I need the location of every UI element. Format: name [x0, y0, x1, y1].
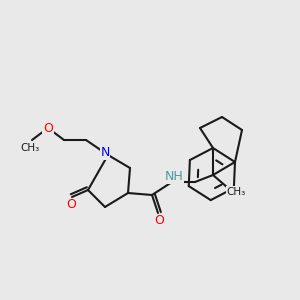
Text: N: N	[100, 146, 110, 160]
Text: NH: NH	[165, 170, 183, 184]
Text: O: O	[43, 122, 53, 134]
Text: CH₃: CH₃	[226, 187, 246, 197]
Text: CH₃: CH₃	[20, 143, 40, 153]
Text: O: O	[154, 214, 164, 227]
Text: O: O	[66, 199, 76, 212]
